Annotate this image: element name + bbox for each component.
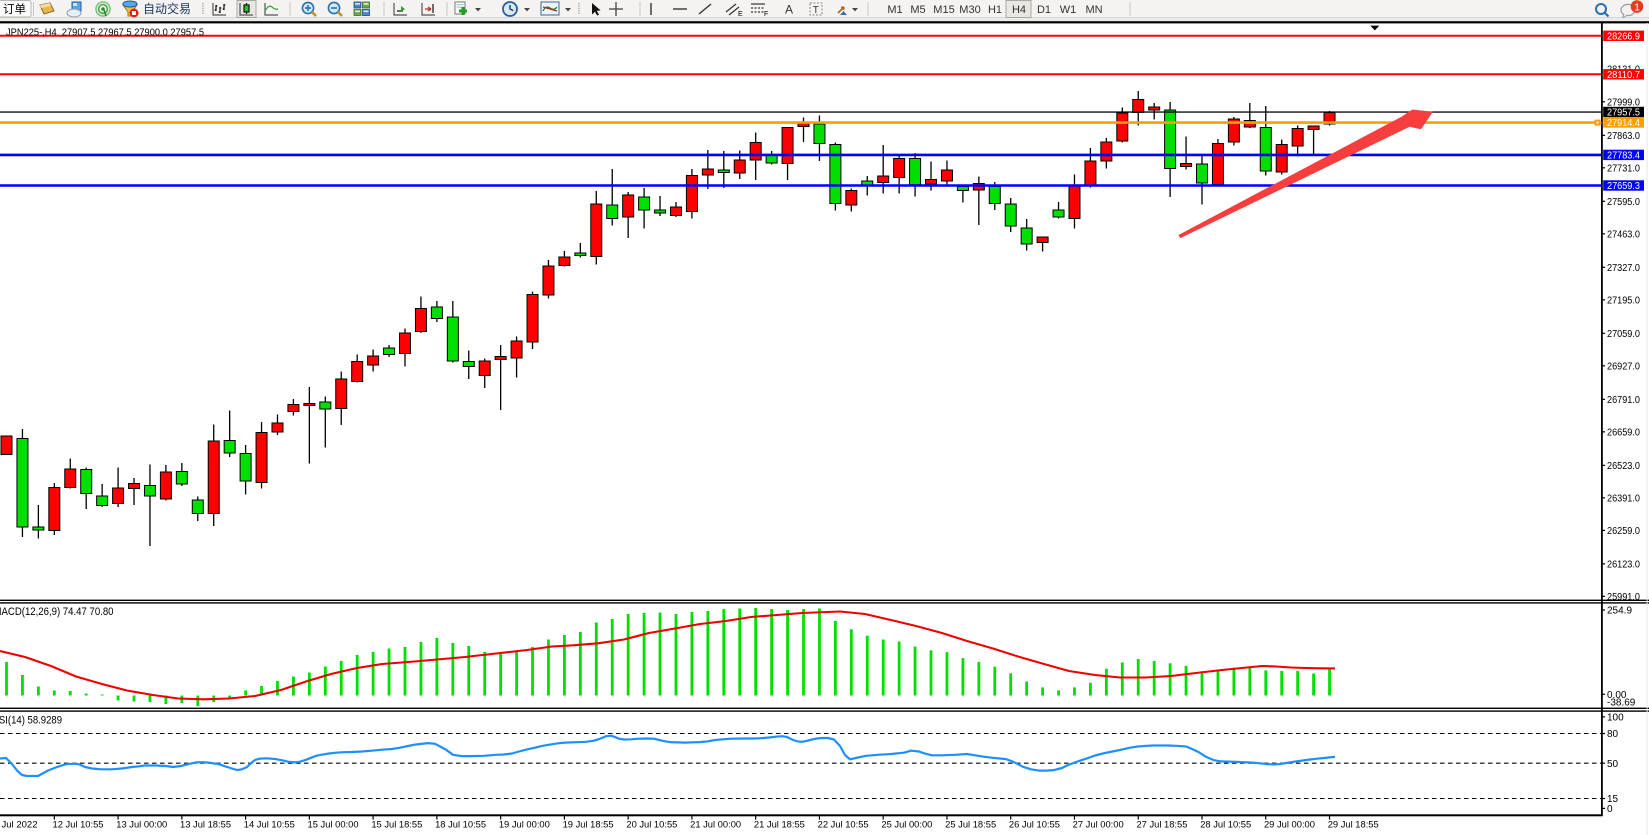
svg-text:80: 80 — [1607, 729, 1619, 740]
svg-text:25 Jul 00:00: 25 Jul 00:00 — [881, 819, 932, 830]
svg-text:26123.0: 26123.0 — [1607, 559, 1640, 570]
svg-text:0: 0 — [1607, 804, 1613, 815]
svg-text:15: 15 — [1607, 794, 1619, 805]
svg-text:15 Jul 18:55: 15 Jul 18:55 — [371, 819, 422, 830]
svg-text:29 Jul 00:00: 29 Jul 00:00 — [1264, 819, 1315, 830]
svg-text:H4: H4 — [1012, 4, 1026, 16]
svg-text:M5: M5 — [910, 4, 925, 16]
svg-text:自动交易: 自动交易 — [143, 1, 191, 16]
svg-text:-38.69: -38.69 — [1607, 697, 1636, 708]
svg-text:27914.4: 27914.4 — [1607, 118, 1640, 129]
svg-text:W1: W1 — [1060, 4, 1077, 16]
svg-text:15 Jul 00:00: 15 Jul 00:00 — [308, 819, 359, 830]
svg-text:RSI(14) 58.9289: RSI(14) 58.9289 — [0, 715, 62, 727]
svg-text:27 Jul 00:00: 27 Jul 00:00 — [1073, 819, 1124, 830]
svg-text:27783.4: 27783.4 — [1607, 151, 1640, 162]
svg-text:19 Jul 00:00: 19 Jul 00:00 — [499, 819, 550, 830]
svg-text:27059.0: 27059.0 — [1607, 329, 1640, 340]
svg-text:21 Jul 00:00: 21 Jul 00:00 — [690, 819, 741, 830]
svg-text:13 Jul 00:00: 13 Jul 00:00 — [116, 819, 167, 830]
svg-text:26259.0: 26259.0 — [1607, 526, 1640, 537]
svg-text:26659.0: 26659.0 — [1607, 427, 1640, 438]
svg-text:0.00: 0.00 — [1607, 690, 1627, 701]
svg-text:14 Jul 10:55: 14 Jul 10:55 — [244, 819, 295, 830]
svg-text:27659.3: 27659.3 — [1607, 181, 1640, 192]
svg-text:254.9: 254.9 — [1607, 606, 1632, 617]
svg-text:27327.0: 27327.0 — [1607, 263, 1640, 274]
svg-text:50: 50 — [1607, 759, 1619, 770]
svg-text:29 Jul 18:55: 29 Jul 18:55 — [1328, 819, 1379, 830]
svg-text:M15: M15 — [933, 4, 954, 16]
svg-text:JPN225-,H4 27907.5 27967.5 27: JPN225-,H4 27907.5 27967.5 27900.0 27957… — [6, 27, 204, 38]
svg-text:25 Jul 18:55: 25 Jul 18:55 — [945, 819, 996, 830]
svg-text:28 Jul 10:55: 28 Jul 10:55 — [1200, 819, 1251, 830]
svg-text:13 Jul 18:55: 13 Jul 18:55 — [180, 819, 231, 830]
svg-text:27957.5: 27957.5 — [1607, 108, 1640, 119]
svg-text:27595.0: 27595.0 — [1607, 197, 1640, 208]
svg-text:27 Jul 18:55: 27 Jul 18:55 — [1136, 819, 1187, 830]
svg-text:H1: H1 — [988, 4, 1002, 16]
svg-text:M1: M1 — [887, 4, 902, 16]
svg-text:26523.0: 26523.0 — [1607, 461, 1640, 472]
svg-text:18 Jul 10:55: 18 Jul 10:55 — [435, 819, 486, 830]
svg-text:E: E — [738, 11, 743, 18]
svg-text:12 Jul 10:55: 12 Jul 10:55 — [53, 819, 104, 830]
svg-text:27999.0: 27999.0 — [1607, 97, 1640, 108]
svg-text:28110.7: 28110.7 — [1607, 70, 1640, 81]
svg-text:25991.0: 25991.0 — [1607, 592, 1640, 603]
svg-text:1: 1 — [1634, 1, 1640, 13]
svg-text:M30: M30 — [959, 4, 980, 16]
svg-text:A: A — [785, 3, 793, 17]
svg-text:100: 100 — [1607, 713, 1624, 724]
svg-text:MN: MN — [1085, 4, 1102, 16]
svg-text:20 Jul 10:55: 20 Jul 10:55 — [626, 819, 677, 830]
svg-text:T: T — [813, 5, 819, 16]
svg-text:26 Jul 10:55: 26 Jul 10:55 — [1009, 819, 1060, 830]
svg-text:27195.0: 27195.0 — [1607, 295, 1640, 306]
svg-text:D1: D1 — [1037, 4, 1051, 16]
svg-text:27463.0: 27463.0 — [1607, 229, 1640, 240]
svg-text:27863.0: 27863.0 — [1607, 131, 1640, 142]
svg-text:27731.0: 27731.0 — [1607, 163, 1640, 174]
svg-text:MACD(12,26,9) 74.47 70.80: MACD(12,26,9) 74.47 70.80 — [0, 606, 114, 618]
svg-text:Jul 2022: Jul 2022 — [2, 819, 38, 830]
svg-text:26791.0: 26791.0 — [1607, 395, 1640, 406]
svg-text:F: F — [764, 11, 768, 18]
svg-text:19 Jul 18:55: 19 Jul 18:55 — [563, 819, 614, 830]
svg-text:22 Jul 10:55: 22 Jul 10:55 — [818, 819, 869, 830]
svg-text:21 Jul 18:55: 21 Jul 18:55 — [754, 819, 805, 830]
svg-text:订单: 订单 — [3, 3, 26, 16]
svg-text:26391.0: 26391.0 — [1607, 493, 1640, 504]
svg-text:26927.0: 26927.0 — [1607, 361, 1640, 372]
svg-text:28266.9: 28266.9 — [1607, 31, 1640, 42]
